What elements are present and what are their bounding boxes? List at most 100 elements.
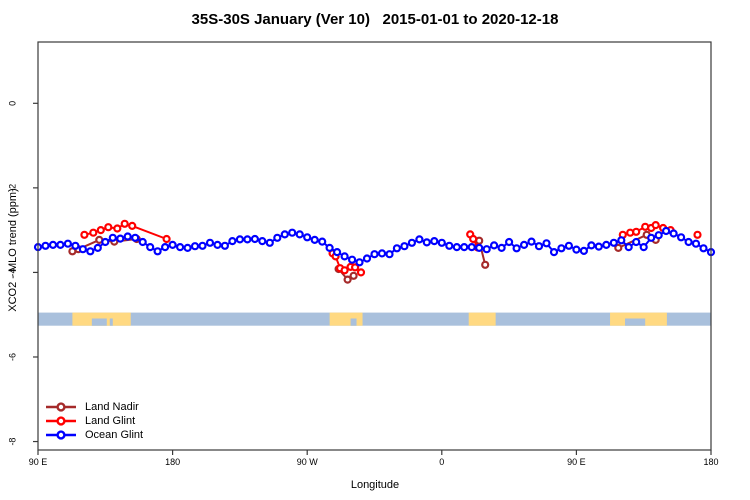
data-point: [370, 250, 379, 259]
data-point: [295, 230, 304, 239]
data-point: [519, 240, 529, 249]
data-point: [80, 230, 89, 239]
data-point: [614, 243, 623, 252]
map-band-land: [329, 312, 363, 326]
data-point: [349, 271, 358, 280]
data-point: [469, 234, 478, 244]
data-point: [392, 244, 401, 253]
data-point: [190, 242, 200, 251]
data-point: [542, 239, 551, 248]
data-point: [138, 237, 147, 247]
data-point: [400, 242, 409, 251]
data-point: [101, 237, 110, 247]
data-point: [609, 238, 618, 247]
data-point: [632, 237, 641, 247]
data-point: [343, 275, 352, 284]
data-point: [482, 245, 491, 254]
data-point: [549, 248, 559, 257]
data-point: [310, 235, 319, 244]
data-point: [490, 241, 499, 250]
data-point: [676, 233, 686, 242]
plot-box: [37, 41, 712, 451]
data-point: [693, 230, 702, 239]
data-point: [351, 263, 360, 272]
data-point: [235, 235, 244, 244]
data-point: [654, 231, 663, 240]
legend-item-ocean-glint: Ocean Glint: [44, 428, 143, 442]
data-point: [651, 221, 660, 230]
data-point: [116, 234, 125, 243]
data-point: [205, 238, 215, 247]
data-point: [340, 252, 349, 261]
data-point: [273, 233, 282, 242]
data-point: [71, 241, 80, 250]
data-point: [594, 242, 603, 251]
map-band-coast-notch: [625, 318, 646, 326]
data-point: [362, 254, 372, 263]
x-tick-label: 90 W: [297, 457, 319, 467]
x-tick-label: 0: [439, 457, 444, 467]
map-band-coast-notch: [109, 318, 113, 326]
data-point: [128, 221, 137, 230]
y-tick-label: -8: [7, 438, 17, 446]
data-point: [445, 241, 454, 250]
data-point: [505, 237, 514, 247]
data-point: [198, 241, 207, 250]
chart-legend: Land Nadir Land Glint Ocean Glint: [44, 400, 143, 442]
data-point: [220, 241, 229, 250]
data-point: [153, 247, 162, 256]
y-tick-label: 0: [7, 101, 17, 106]
map-band-coast-notch: [350, 318, 357, 326]
data-point: [41, 241, 50, 250]
data-point: [96, 226, 105, 235]
data-point: [684, 237, 693, 247]
data-point: [557, 244, 566, 253]
data-point: [340, 266, 349, 275]
data-point: [602, 240, 611, 249]
data-point: [162, 234, 171, 244]
data-point: [437, 238, 446, 247]
data-point: [213, 240, 222, 249]
data-point: [377, 249, 387, 258]
data-point: [168, 240, 177, 249]
data-point: [48, 240, 58, 249]
x-tick-label: 180: [703, 457, 718, 467]
data-point: [475, 243, 484, 252]
data-point: [587, 241, 596, 250]
data-point: [385, 250, 394, 259]
data-point: [632, 227, 641, 236]
data-point: [108, 233, 117, 242]
legend-marker-open-circle-icon: [46, 402, 76, 412]
data-point: [288, 228, 297, 237]
data-point: [415, 235, 424, 244]
y-tick-label: -2: [7, 184, 17, 192]
legend-item-land-nadir: Land Nadir: [44, 400, 143, 414]
series-ocean-glint: [33, 226, 716, 267]
chart-title: 35S-30S January (Ver 10) 2015-01-01 to 2…: [191, 11, 559, 28]
data-point: [161, 243, 170, 252]
data-point: [303, 233, 312, 242]
data-point: [355, 258, 364, 267]
data-point: [258, 237, 267, 246]
data-point: [512, 244, 521, 253]
data-point: [669, 229, 678, 238]
data-point: [572, 245, 581, 254]
y-tick-label: -4: [7, 268, 17, 276]
data-point: [146, 243, 155, 252]
data-point: [422, 238, 431, 247]
map-band-coast-notch: [91, 318, 107, 326]
legend-label: Ocean Glint: [85, 429, 144, 441]
data-point: [113, 224, 122, 233]
data-point: [131, 233, 140, 242]
x-tick-label: 90 E: [29, 457, 48, 467]
data-point: [647, 233, 656, 242]
data-point: [348, 255, 357, 264]
data-point: [104, 223, 113, 232]
map-band-ocean: [38, 312, 711, 326]
data-point: [280, 230, 289, 239]
data-point: [430, 237, 439, 246]
data-point: [481, 260, 490, 269]
x-axis-label: Longitude: [350, 479, 400, 491]
